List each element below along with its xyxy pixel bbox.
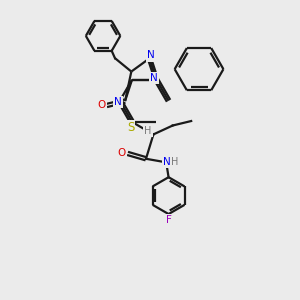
- Text: N: N: [163, 157, 171, 167]
- Text: H: H: [144, 126, 152, 136]
- Text: S: S: [127, 121, 134, 134]
- Text: O: O: [97, 100, 105, 110]
- Text: F: F: [166, 215, 172, 225]
- Text: O: O: [118, 148, 126, 158]
- Text: N: N: [114, 97, 122, 107]
- Text: N: N: [147, 50, 155, 60]
- Text: N: N: [150, 73, 158, 83]
- Text: H: H: [171, 157, 178, 167]
